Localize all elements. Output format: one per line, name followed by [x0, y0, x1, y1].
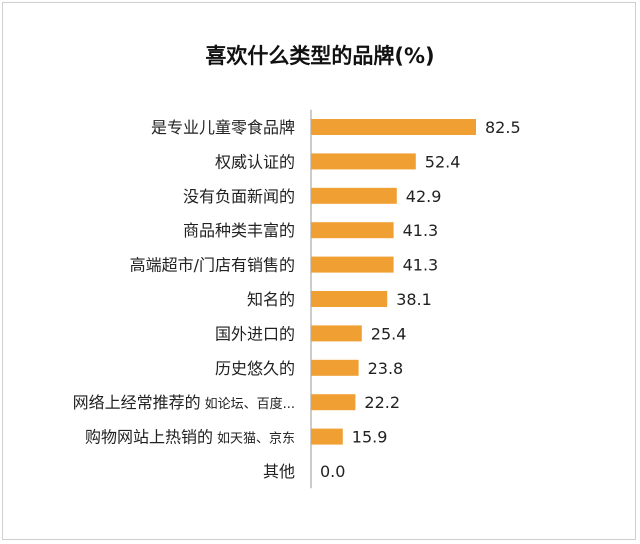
value-label: 82.5: [485, 118, 521, 137]
bar: [311, 291, 388, 307]
category-label: 商品种类丰富的: [183, 221, 295, 240]
category-label: 没有负面新闻的: [183, 187, 295, 206]
category-label: 其他: [263, 462, 295, 481]
category-label: 国外进口的: [215, 324, 295, 343]
value-label: 25.4: [371, 324, 407, 343]
category-label: 知名的: [247, 290, 295, 309]
value-label: 41.3: [403, 221, 439, 240]
category-label: 是专业儿童零食品牌: [151, 118, 295, 137]
bar: [311, 222, 394, 239]
value-label: 42.9: [406, 187, 442, 206]
bar: [311, 394, 356, 411]
bar: [311, 153, 416, 170]
category-label: 权威认证的: [215, 152, 295, 171]
bar: [311, 325, 362, 342]
value-label: 0.0: [320, 462, 345, 481]
value-label: 23.8: [368, 359, 404, 378]
value-label: 38.1: [396, 290, 432, 309]
bar: [311, 428, 343, 445]
chart-title: 喜欢什么类型的品牌(%): [205, 44, 435, 68]
category-label: 购物网站上热销的 如天猫、京东: [85, 428, 295, 447]
value-label: 15.9: [352, 428, 388, 447]
bar: [311, 256, 394, 273]
value-label: 52.4: [425, 152, 461, 171]
bar: [311, 187, 397, 204]
value-label: 41.3: [403, 256, 439, 275]
category-label: 网络上经常推荐的 如论坛、百度...: [73, 393, 295, 412]
bar: [311, 119, 476, 135]
category-label: 高端超市/门店有销售的: [130, 256, 295, 275]
category-label: 历史悠久的: [215, 359, 295, 378]
value-label: 22.2: [364, 393, 400, 412]
bar: [311, 359, 359, 376]
